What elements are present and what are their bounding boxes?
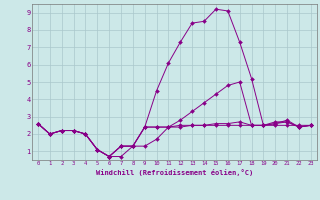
- X-axis label: Windchill (Refroidissement éolien,°C): Windchill (Refroidissement éolien,°C): [96, 169, 253, 176]
